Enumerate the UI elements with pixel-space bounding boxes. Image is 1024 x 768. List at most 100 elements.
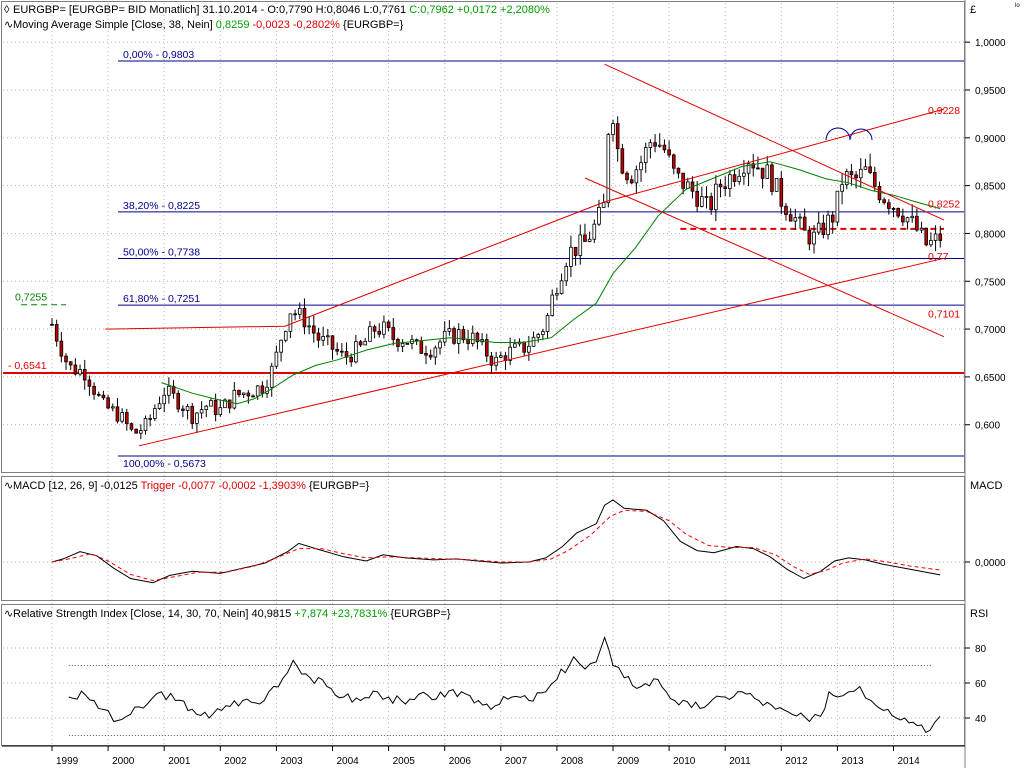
- candle-body: [279, 339, 283, 353]
- candle-body: [452, 328, 456, 344]
- candle-body: [732, 174, 737, 182]
- currency-symbol: £: [970, 4, 976, 16]
- fib-level-label: 61,80% - 0,7251: [123, 293, 200, 305]
- candle-body: [447, 328, 452, 332]
- candle-body: [629, 179, 634, 184]
- candle-body: [709, 196, 713, 211]
- candle-body: [400, 342, 405, 347]
- axes: 1999 2000 2001 2002 2003 2004 2005 2006 2007 2008…: [2, 38, 1006, 767]
- candle-body: [564, 266, 569, 282]
- candle-body: [246, 392, 251, 397]
- candle-body: [157, 403, 162, 409]
- candle-body: [826, 214, 830, 236]
- candle-body: [50, 323, 54, 326]
- rsi-label: Relative Strength Index [Close, 14, 30, …: [13, 608, 294, 620]
- candle-body: [583, 234, 587, 242]
- candle-body: [354, 341, 358, 363]
- candle-body: [209, 400, 213, 407]
- candle-body: [802, 216, 807, 231]
- candle-body: [162, 394, 167, 405]
- y-tick-label: 0,600: [975, 421, 1000, 432]
- x-tick-label: 2000: [112, 756, 135, 767]
- rsi-symbol: {EURGBP=}: [387, 608, 451, 620]
- svg-text:Moving Average Simple [Close,: Moving Average Simple [Close, 38, Nein] …: [13, 19, 404, 31]
- candle-body: [760, 167, 765, 179]
- candle-body: [316, 332, 321, 341]
- trend-level-label: 0,7101: [928, 308, 960, 320]
- candle-body: [550, 294, 555, 316]
- candle-body: [218, 407, 223, 416]
- x-tick-label: 2005: [393, 756, 416, 767]
- candle-body: [386, 321, 391, 328]
- candle-body: [377, 330, 382, 335]
- x-tick-label: 2012: [785, 756, 808, 767]
- ma-symbol: {EURGBP=}: [340, 19, 404, 31]
- candle-body: [555, 293, 559, 296]
- y-tick-label: 0,9500: [975, 86, 1006, 97]
- candle-body: [237, 389, 241, 395]
- candle-body: [190, 405, 195, 424]
- y-tick-label: 40: [975, 714, 987, 725]
- candle-body: [531, 336, 536, 347]
- candle-body: [110, 406, 115, 409]
- candle-body: [625, 172, 629, 181]
- candle-body: [830, 214, 835, 223]
- candle-body: [64, 355, 68, 363]
- candle-body: [73, 364, 78, 375]
- candle-body: [662, 144, 667, 151]
- candle-body: [134, 428, 138, 434]
- candle-body: [59, 340, 64, 357]
- candle-body: [601, 202, 606, 208]
- candle-body: [868, 166, 872, 173]
- candlesticks: [50, 116, 943, 440]
- candle-body: [807, 229, 812, 245]
- price-header: ◊ EURGBP= [EURGBP= BID Monatlich] 31.10.…: [4, 3, 1020, 31]
- candle-body: [835, 190, 840, 223]
- candle-body: [96, 393, 101, 396]
- candle-body: [919, 227, 924, 231]
- x-tick-label: 2010: [673, 756, 696, 767]
- indicator-lines: [51, 63, 945, 734]
- macd-panel-frame: [1, 476, 965, 601]
- y-tick-label: 0,6500: [975, 373, 1006, 384]
- candle-body: [274, 351, 279, 367]
- diamond-icon: ◊: [4, 4, 10, 16]
- candle-body: [358, 341, 363, 346]
- candle-body: [232, 389, 237, 409]
- chart-frame: [1, 0, 966, 768]
- candle-body: [195, 412, 199, 424]
- horizontal-level-label: - 0,6541: [8, 360, 47, 372]
- trend-level-label: 0,9228: [928, 105, 960, 117]
- candle-body: [101, 394, 106, 399]
- candle-body: [494, 356, 498, 366]
- candle-body: [573, 246, 578, 256]
- candle-body: [391, 327, 396, 340]
- candle-body: [718, 183, 723, 188]
- svg-text:EURGBP= [EURGBP= BID Monatlich: EURGBP= [EURGBP= BID Monatlich] 31.10.20…: [13, 4, 550, 16]
- candle-body: [816, 222, 821, 233]
- candle-body: [433, 347, 438, 358]
- candle-body: [470, 332, 475, 344]
- candle-body: [438, 341, 442, 349]
- rsi-line: [68, 635, 941, 734]
- candle-body: [933, 233, 938, 241]
- y-tick-label: 0,0000: [975, 558, 1006, 569]
- candle-body: [821, 222, 826, 236]
- symbol-line: EURGBP= [EURGBP= BID Monatlich] 31.10.20…: [13, 4, 409, 16]
- rsi-panel-frame: [1, 604, 965, 746]
- x-tick-label: 2008: [561, 756, 584, 767]
- svg-text:MACD [12, 26, 9] -0,0125 Trigg: MACD [12, 26, 9] -0,0125 Trigger -0,0077…: [13, 480, 370, 492]
- candle-body: [620, 148, 625, 174]
- candle-body: [363, 340, 368, 346]
- candle-body: [671, 154, 676, 169]
- price-panel-frame: [1, 1, 965, 473]
- candle-body: [905, 217, 910, 223]
- candle-body: [765, 164, 770, 179]
- candle-body: [798, 216, 802, 219]
- candle-body: [812, 231, 816, 245]
- candle-body: [700, 196, 704, 207]
- candle-body: [223, 399, 227, 409]
- candle-body: [288, 313, 293, 332]
- x-tick-label: 2006: [449, 756, 472, 767]
